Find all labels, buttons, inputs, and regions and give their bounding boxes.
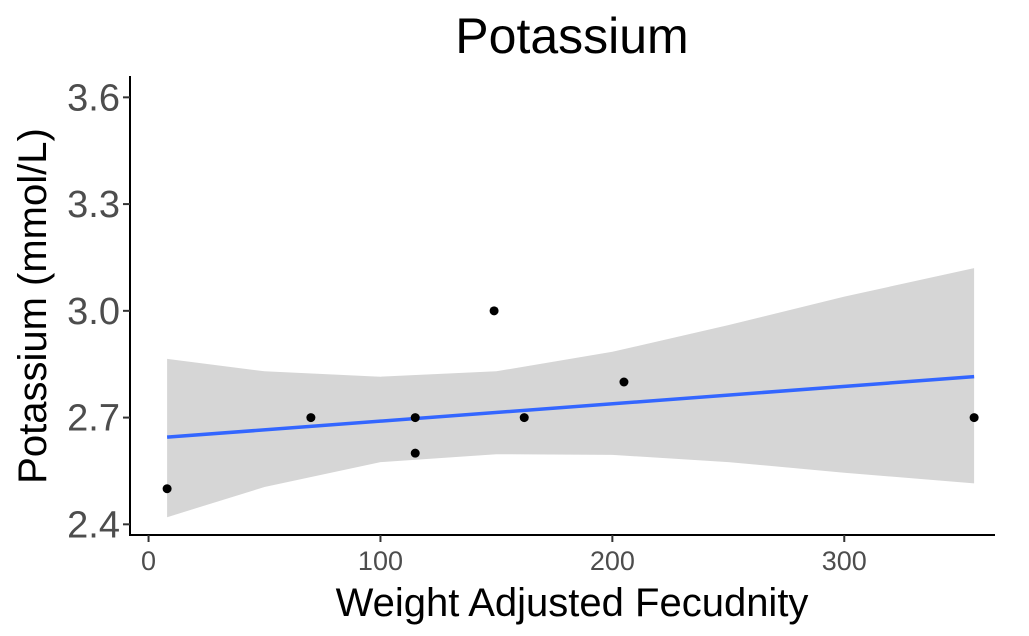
y-tick-label: 2.4 xyxy=(67,504,120,546)
data-point xyxy=(489,306,499,316)
data-point xyxy=(162,484,172,494)
data-point xyxy=(410,448,420,458)
chart-title: Potassium xyxy=(455,8,688,64)
trend-line xyxy=(166,374,975,439)
y-tick-label: 3.0 xyxy=(67,291,120,333)
data-point xyxy=(619,377,629,387)
x-tick-label: 100 xyxy=(358,546,403,576)
data-point xyxy=(519,413,529,423)
y-tick-label: 3.6 xyxy=(67,77,120,119)
x-tick-label: 0 xyxy=(141,546,156,576)
confidence-band xyxy=(167,268,975,518)
x-tick-label: 300 xyxy=(822,546,867,576)
y-tick-label: 3.3 xyxy=(67,184,120,226)
data-point xyxy=(969,413,979,423)
x-axis-title: Weight Adjusted Fecudnity xyxy=(336,581,809,625)
data-point xyxy=(306,413,316,423)
y-axis-title: Potassium (mmol/L) xyxy=(11,128,55,484)
y-tick-label: 2.7 xyxy=(67,398,120,440)
plot-area: 2.4 2.7 3.0 3.3 3.6 0 100 200 300 xyxy=(67,76,995,576)
data-point xyxy=(410,413,420,423)
x-tick-label: 200 xyxy=(590,546,635,576)
